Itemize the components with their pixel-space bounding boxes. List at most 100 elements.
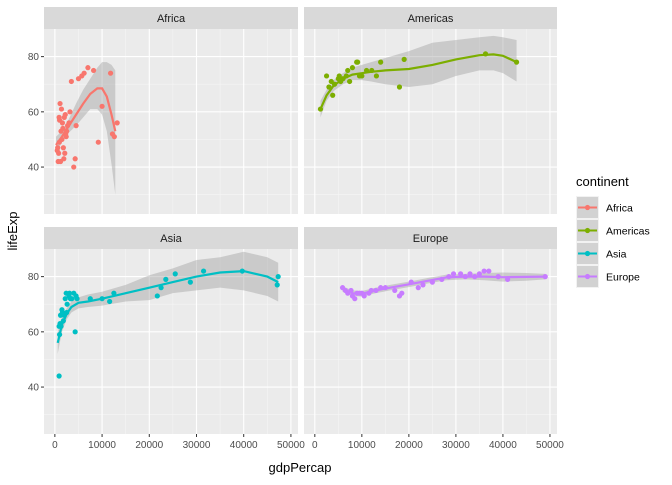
panel-marks-asia [56, 251, 281, 379]
data-point-africa [60, 145, 66, 151]
y-tick-label: 60 [28, 107, 40, 118]
y-tick-label: 40 [28, 163, 40, 174]
facet-strip-label-africa: Africa [157, 13, 186, 25]
legend-key-point-europe [584, 273, 591, 280]
data-point-asia [158, 285, 164, 291]
data-point-asia [275, 274, 281, 280]
data-point-africa [61, 156, 67, 162]
data-point-africa [107, 70, 114, 76]
data-point-americas [349, 65, 356, 71]
smooth-line-asia [56, 269, 279, 344]
data-point-americas [326, 84, 332, 90]
x-tick-label: 10000 [348, 440, 376, 451]
smooth-line-europe [342, 275, 546, 295]
data-point-europe [420, 282, 426, 288]
y-tick-label: 80 [28, 272, 40, 283]
facet-strip-label-europe: Europe [413, 233, 448, 245]
x-tick-label: 40000 [489, 440, 517, 451]
data-point-africa [57, 100, 63, 107]
x-axis-title: gdpPercap [269, 460, 332, 475]
data-point-africa [59, 120, 66, 126]
x-tick-label: 0 [52, 440, 58, 451]
data-point-africa [56, 150, 62, 156]
data-point-africa [85, 65, 91, 71]
data-point-asia [107, 298, 113, 305]
data-point-americas [345, 67, 351, 74]
legend-key-point-americas [584, 227, 591, 234]
x-tick-label: 0 [312, 440, 318, 451]
y-tick-label: 80 [28, 52, 40, 63]
data-point-asia [74, 296, 80, 302]
panel-background-americas [304, 29, 557, 214]
data-point-africa [55, 145, 61, 151]
data-point-europe [415, 285, 421, 291]
legend-label-europe: Europe [606, 272, 640, 284]
data-point-africa [72, 156, 78, 162]
data-point-europe [399, 290, 405, 296]
data-point-americas [396, 84, 403, 90]
x-tick-label: 20000 [395, 440, 423, 451]
data-point-asia [154, 293, 160, 299]
y-tick-label: 60 [28, 327, 40, 338]
y-axis-title: lifeExp [5, 211, 20, 250]
data-point-americas [355, 59, 361, 65]
data-point-asia [72, 329, 78, 335]
data-point-asia [200, 268, 207, 274]
smooth-line-americas [319, 53, 518, 110]
data-point-africa [58, 106, 65, 112]
data-point-africa [73, 123, 79, 129]
legend-label-africa: Africa [606, 203, 633, 215]
panel-marks-americas [317, 35, 520, 118]
data-point-africa [62, 150, 68, 156]
data-point-europe [476, 271, 483, 277]
data-point-asia [66, 290, 73, 296]
data-point-asia [163, 276, 169, 282]
data-point-africa [62, 111, 68, 118]
data-point-europe [481, 268, 487, 274]
panel-background-africa [44, 29, 298, 214]
data-point-europe [486, 268, 492, 274]
facet-strip-americas [304, 7, 557, 29]
smooth-line-africa [55, 87, 117, 146]
legend-key-point-africa [584, 204, 591, 211]
facet-strip-europe [304, 227, 557, 249]
data-point-americas [373, 73, 380, 79]
panel-marks-europe [339, 268, 548, 302]
x-tick-label: 30000 [183, 440, 211, 451]
legend-key-point-asia [584, 250, 591, 257]
facet-strip-label-asia: Asia [160, 233, 182, 245]
data-point-asia [111, 290, 117, 296]
x-tick-label: 30000 [442, 440, 470, 451]
data-point-africa [81, 70, 87, 76]
facet-strip-asia [44, 227, 298, 249]
data-point-africa [63, 134, 69, 140]
data-point-africa [68, 78, 74, 85]
facet-strip-label-americas: Americas [408, 13, 454, 25]
data-point-africa [111, 134, 117, 140]
data-point-asia [56, 373, 62, 379]
data-point-africa [67, 109, 73, 115]
data-point-europe [392, 287, 398, 294]
data-point-africa [60, 125, 66, 132]
confidence-band-asia [57, 251, 279, 354]
data-point-americas [323, 73, 330, 79]
data-point-americas [378, 59, 384, 65]
data-point-africa [71, 164, 77, 170]
legend-label-americas: Americas [606, 226, 650, 238]
y-tick-label: 40 [28, 383, 40, 394]
data-point-americas [336, 73, 342, 79]
legend-label-asia: Asia [606, 249, 627, 261]
data-point-americas [347, 78, 353, 85]
x-tick-label: 40000 [230, 440, 258, 451]
data-point-asia [172, 271, 178, 277]
confidence-band-europe [342, 272, 546, 297]
x-tick-label: 50000 [277, 440, 305, 451]
x-tick-label: 20000 [135, 440, 163, 451]
panel-background-asia [44, 249, 298, 434]
data-point-africa [114, 120, 120, 126]
data-point-africa [90, 67, 97, 74]
x-tick-label: 50000 [536, 440, 564, 451]
data-point-europe [467, 271, 473, 277]
